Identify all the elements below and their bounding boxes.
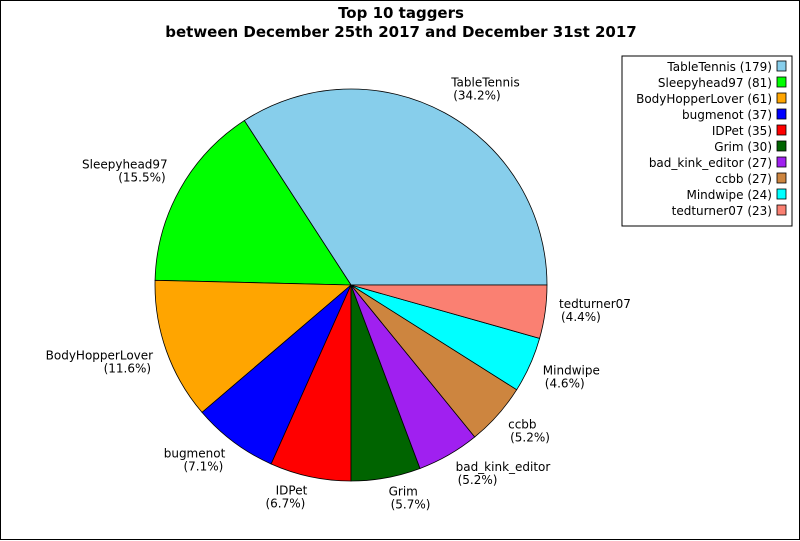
slice-tedturner07 <box>350 284 548 339</box>
slice-label-bodyhopperlover: BodyHopperLover <box>46 348 154 362</box>
chart-title: Top 10 taggers <box>338 4 464 22</box>
legend-swatch-bodyhopperlover <box>776 92 787 104</box>
slice-sleepyhead97 <box>154 120 352 286</box>
slice-percent-tedturner07: (4.4%) <box>561 310 601 324</box>
slice-percent-grim: (5.7%) <box>391 498 431 512</box>
legend-entry-tedturner07: tedturner07 (23) <box>672 204 772 218</box>
pie-slices <box>154 88 548 482</box>
slice-label-bad-kink-editor: bad_kink_editor <box>456 460 551 474</box>
legend-entry-grim: Grim (30) <box>714 140 772 154</box>
legend-entry-idpet: IDPet (35) <box>712 124 772 138</box>
legend-entry-bodyhopperlover: BodyHopperLover (61) <box>636 92 772 106</box>
slice-tabletennis <box>243 88 548 286</box>
slice-bodyhopperlover <box>154 279 353 413</box>
slice-label-tedturner07: tedturner07 <box>559 297 631 311</box>
legend-entry-bad-kink-editor: bad_kink_editor (27) <box>649 156 772 170</box>
slice-label-mindwipe: Mindwipe <box>543 364 600 378</box>
slice-label-sleepyhead97: Sleepyhead97 <box>82 158 168 172</box>
chart-subtitle: between December 25th 2017 and December … <box>165 23 637 41</box>
slice-label-ccbb: ccbb <box>508 417 536 431</box>
legend-swatch-sleepyhead97 <box>776 76 787 88</box>
legend-swatch-idpet <box>776 124 787 136</box>
legend-entry-tabletennis: TableTennis (179) <box>666 60 772 74</box>
legend-entry-sleepyhead97: Sleepyhead97 (81) <box>658 76 772 90</box>
slice-percent-bugmenot: (7.1%) <box>183 459 223 473</box>
slice-percent-tabletennis: (34.2%) <box>453 89 500 103</box>
slice-percent-mindwipe: (4.6%) <box>545 377 585 391</box>
legend-box <box>621 55 793 227</box>
slice-percent-ccbb: (5.2%) <box>510 430 550 444</box>
legend-entry-ccbb: ccbb (27) <box>715 172 772 186</box>
slice-percent-idpet: (6.7%) <box>265 496 305 510</box>
slice-percent-bad-kink-editor: (5.2%) <box>458 473 498 487</box>
slice-label-tabletennis: TableTennis <box>450 76 520 90</box>
slice-label-idpet: IDPet <box>276 483 308 497</box>
slice-percent-sleepyhead97: (15.5%) <box>118 171 165 185</box>
legend-swatch-mindwipe <box>776 188 787 200</box>
legend-swatch-tabletennis <box>776 60 787 72</box>
legend-swatch-ccbb <box>776 172 787 184</box>
legend-entry-mindwipe: Mindwipe (24) <box>686 188 772 202</box>
legend-swatch-bugmenot <box>776 108 787 120</box>
slice-labels: TableTennis(34.2%) Sleepyhead97(15.5%) Bod… <box>46 76 631 512</box>
legend-swatch-bad-kink-editor <box>776 156 787 168</box>
legend-entry-bugmenot: bugmenot (37) <box>682 108 772 122</box>
slice-label-bugmenot: bugmenot <box>164 446 226 460</box>
legend-swatch-tedturner07 <box>776 204 787 216</box>
slice-label-grim: Grim <box>389 485 418 499</box>
legend-swatch-grim <box>776 140 787 152</box>
legend: TableTennis (179) Sleepyhead97 (81) BodyHo… <box>621 55 793 227</box>
slice-percent-bodyhopperlover: (11.6%) <box>104 361 151 375</box>
